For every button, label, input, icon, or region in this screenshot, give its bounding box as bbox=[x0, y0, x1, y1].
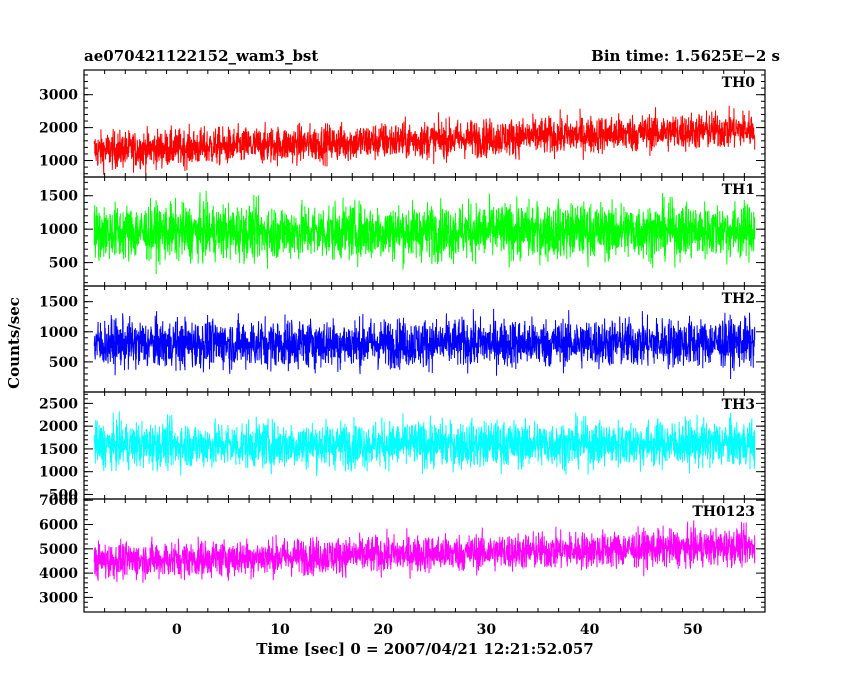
panel-th2: 500 1000 1500 TH2 bbox=[39, 285, 766, 393]
y-tick-label: 1500 bbox=[39, 189, 78, 205]
y-tick-label: 2500 bbox=[39, 396, 78, 412]
x-tick-label: 20 bbox=[373, 622, 393, 638]
panel-label-th0: TH0 bbox=[722, 75, 756, 91]
x-tick-label: 30 bbox=[477, 622, 497, 638]
y-tick-label: 1000 bbox=[39, 465, 78, 481]
series-line-th3 bbox=[93, 411, 756, 477]
y-tick-label: 1500 bbox=[39, 442, 78, 458]
y-tick-label: 500 bbox=[49, 355, 78, 371]
y-tick-label: 4000 bbox=[39, 566, 78, 582]
title-right: Bin time: 1.5625E−2 s bbox=[591, 47, 780, 65]
x-tick-label: 50 bbox=[683, 622, 703, 638]
x-tick-label: 0 bbox=[172, 622, 182, 638]
x-tick-label: 10 bbox=[270, 622, 290, 638]
y-tick-label: 500 bbox=[49, 487, 78, 503]
panel-label-th1: TH1 bbox=[722, 182, 755, 198]
y-tick-label: 500 bbox=[49, 256, 78, 272]
panel-th0123: 3000 4000 5000 6000 7000 TH0123 bbox=[39, 493, 766, 613]
series-line-th1 bbox=[93, 190, 756, 275]
series-line-th0123 bbox=[93, 520, 756, 583]
panel-label-th3: TH3 bbox=[722, 397, 755, 413]
y-axis-label: Counts/sec bbox=[5, 297, 23, 389]
panel-label-th0123: TH0123 bbox=[692, 504, 755, 520]
y-tick-label: 5000 bbox=[39, 542, 78, 558]
y-tick-label: 6000 bbox=[39, 518, 78, 534]
panel-th1: 500 1000 1500 TH1 bbox=[39, 176, 766, 287]
y-tick-label: 7000 bbox=[39, 493, 78, 509]
x-axis-label: Time [sec] 0 = 2007/04/21 12:21:52.057 bbox=[256, 640, 593, 658]
y-tick-label: 1000 bbox=[39, 154, 78, 170]
x-tick-label: 40 bbox=[580, 622, 600, 638]
y-tick-label: 2000 bbox=[39, 121, 78, 137]
title-left: ae070421122152_wam3_bst bbox=[84, 47, 318, 65]
series-line-th2 bbox=[93, 308, 756, 380]
panel-th0: 1000 2000 3000 TH0 bbox=[39, 69, 766, 178]
y-tick-label: 3000 bbox=[39, 88, 78, 104]
series-line-th0 bbox=[93, 105, 756, 175]
y-tick-label: 1500 bbox=[39, 295, 78, 311]
panel-frame bbox=[83, 498, 766, 613]
y-tick-label: 2000 bbox=[39, 419, 78, 435]
panel-label-th2: TH2 bbox=[722, 291, 755, 307]
y-tick-label: 3000 bbox=[39, 590, 78, 606]
panel-th3: 500 1000 1500 2000 2500 TH3 bbox=[39, 391, 766, 503]
y-tick-label: 1000 bbox=[39, 222, 78, 238]
y-tick-label: 1000 bbox=[39, 325, 78, 341]
